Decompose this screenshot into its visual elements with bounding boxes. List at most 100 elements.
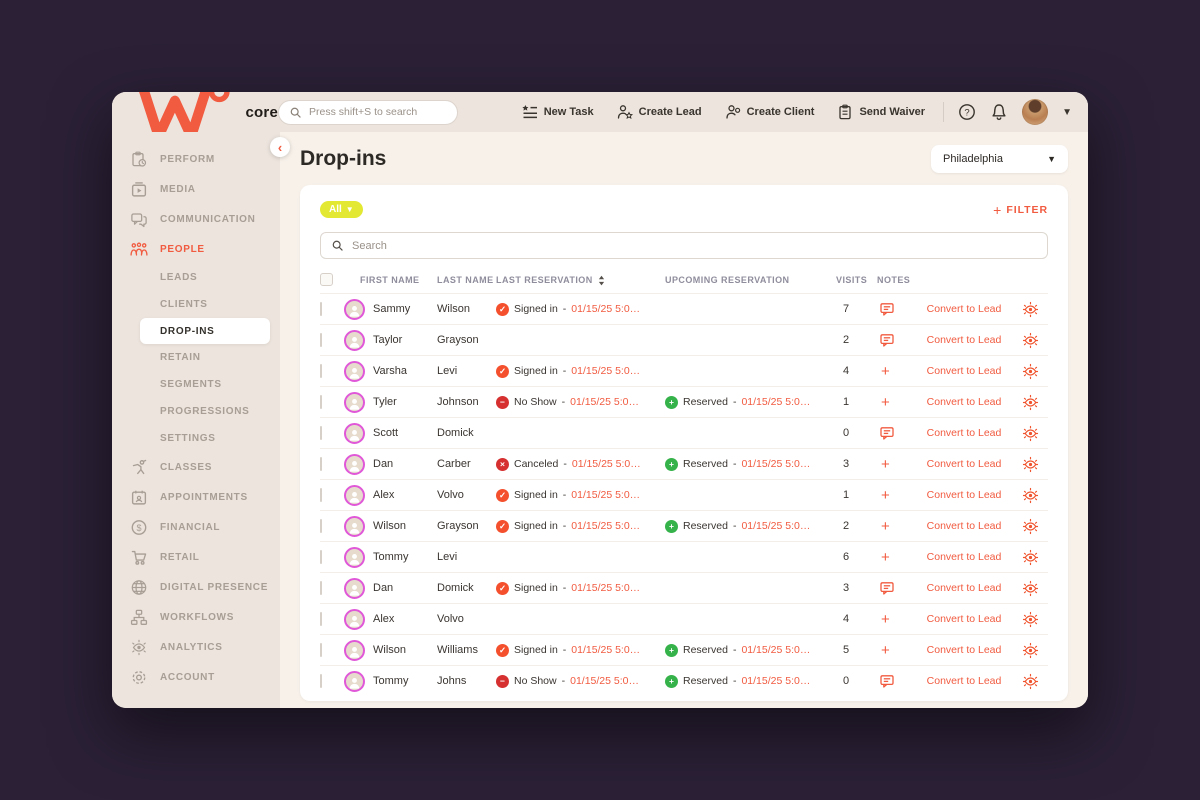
col-last-reservation[interactable]: LAST RESERVATION — [496, 275, 665, 286]
view-eye-button[interactable] — [1012, 425, 1048, 442]
last-name: Levi — [437, 365, 458, 377]
note-button[interactable] — [874, 425, 916, 441]
view-eye-button[interactable] — [1012, 580, 1048, 597]
view-eye-button[interactable] — [1012, 549, 1048, 566]
help-icon[interactable]: ? — [958, 103, 976, 121]
convert-to-lead-button[interactable]: Convert to Lead — [926, 365, 1002, 377]
convert-to-lead-button[interactable]: Convert to Lead — [926, 644, 1002, 656]
row-checkbox[interactable] — [320, 488, 322, 502]
row-checkbox[interactable] — [320, 612, 322, 626]
add-note-button[interactable]: + — [881, 548, 890, 566]
sidebar-item-workflows[interactable]: WORKFLOWS — [112, 602, 280, 632]
send-waiver-button[interactable]: Send Waiver — [837, 104, 925, 120]
view-eye-button[interactable] — [1012, 611, 1048, 628]
add-note-button[interactable]: + — [881, 486, 890, 504]
sidebar-item-progressions[interactable]: PROGRESSIONS — [112, 398, 280, 425]
sidebar-item-communication[interactable]: COMMUNICATION — [112, 204, 280, 234]
convert-to-lead-button[interactable]: Convert to Lead — [926, 613, 1002, 625]
user-avatar[interactable] — [1022, 99, 1049, 125]
note-button[interactable] — [874, 580, 916, 596]
sidebar-item-perform[interactable]: PERFORM — [112, 144, 280, 174]
convert-to-lead-button[interactable]: Convert to Lead — [926, 489, 1002, 501]
sidebar-item-financial[interactable]: $ FINANCIAL — [112, 512, 280, 542]
row-checkbox[interactable] — [320, 426, 322, 440]
filter-button[interactable]: + FILTER — [993, 202, 1048, 218]
location-selector[interactable]: Philadelphia ▼ — [931, 145, 1068, 173]
row-checkbox[interactable] — [320, 674, 322, 688]
row-checkbox[interactable] — [320, 364, 322, 378]
sidebar-item-leads[interactable]: LEADS — [112, 264, 280, 291]
add-note-button[interactable]: + — [881, 362, 890, 380]
convert-to-lead-button[interactable]: Convert to Lead — [926, 675, 1002, 687]
chevron-down-icon[interactable]: ▼ — [1062, 106, 1072, 118]
row-checkbox[interactable] — [320, 457, 322, 471]
visits-count: 5 — [843, 644, 850, 656]
convert-to-lead-button[interactable]: Convert to Lead — [926, 520, 1002, 532]
row-checkbox[interactable] — [320, 643, 322, 657]
reserved-icon: + — [665, 457, 678, 471]
visits-count: 6 — [843, 551, 850, 563]
convert-to-lead-button[interactable]: Convert to Lead — [926, 396, 1002, 408]
add-note-button[interactable]: + — [881, 455, 890, 473]
add-note-button[interactable]: + — [881, 610, 890, 628]
view-eye-button[interactable] — [1012, 487, 1048, 504]
view-eye-button[interactable] — [1012, 363, 1048, 380]
sidebar-item-drop-ins[interactable]: DROP-INS — [140, 318, 270, 344]
view-eye-button[interactable] — [1012, 642, 1048, 659]
sidebar-collapse-button[interactable]: ‹ — [270, 137, 290, 157]
app-logo[interactable]: core — [132, 92, 278, 148]
add-note-button[interactable]: + — [881, 641, 890, 659]
signed-in-icon: ✓ — [496, 643, 509, 657]
table-search[interactable] — [320, 232, 1048, 259]
sort-icon[interactable] — [598, 275, 605, 286]
avatar — [344, 329, 365, 351]
convert-to-lead-button[interactable]: Convert to Lead — [926, 303, 1002, 315]
status-date: 01/15/25 5:0… — [571, 644, 641, 656]
sidebar-item-retail[interactable]: RETAIL — [112, 542, 280, 572]
sidebar-item-retain[interactable]: RETAIN — [112, 344, 280, 371]
convert-to-lead-button[interactable]: Convert to Lead — [926, 582, 1002, 594]
note-button[interactable] — [874, 332, 916, 348]
view-eye-button[interactable] — [1012, 673, 1048, 690]
row-checkbox[interactable] — [320, 302, 322, 316]
view-eye-button[interactable] — [1012, 518, 1048, 535]
convert-to-lead-button[interactable]: Convert to Lead — [926, 427, 1002, 439]
sidebar-item-analytics[interactable]: ANALYTICS — [112, 632, 280, 662]
view-eye-button[interactable] — [1012, 394, 1048, 411]
sidebar-item-classes[interactable]: CLASSES — [112, 452, 280, 482]
note-button[interactable] — [874, 301, 916, 317]
notifications-bell-icon[interactable] — [990, 103, 1008, 121]
new-task-button[interactable]: New Task — [522, 104, 594, 120]
global-search[interactable] — [278, 99, 458, 125]
row-checkbox[interactable] — [320, 550, 322, 564]
row-checkbox[interactable] — [320, 395, 322, 409]
add-note-button[interactable]: + — [881, 517, 890, 535]
sidebar-item-segments[interactable]: SEGMENTS — [112, 371, 280, 398]
segment-filter-badge[interactable]: All ▼ — [320, 201, 363, 218]
select-all-checkbox[interactable] — [320, 272, 333, 286]
view-eye-button[interactable] — [1012, 332, 1048, 349]
row-checkbox[interactable] — [320, 581, 322, 595]
sidebar-item-media[interactable]: MEDIA — [112, 174, 280, 204]
sidebar-item-account[interactable]: ACCOUNT — [112, 662, 280, 692]
convert-to-lead-button[interactable]: Convert to Lead — [926, 551, 1002, 563]
note-button[interactable] — [874, 673, 916, 689]
sidebar-item-appointments[interactable]: APPOINTMENTS — [112, 482, 280, 512]
view-eye-button[interactable] — [1012, 301, 1048, 318]
sidebar-item-label: APPOINTMENTS — [160, 491, 248, 503]
convert-to-lead-button[interactable]: Convert to Lead — [926, 458, 1002, 470]
global-search-input[interactable] — [309, 106, 447, 118]
create-client-button[interactable]: Create Client — [725, 104, 814, 120]
create-lead-button[interactable]: Create Lead — [617, 104, 702, 120]
sidebar-item-digital-presence[interactable]: DIGITAL PRESENCE — [112, 572, 280, 602]
sidebar-item-label: RETAIN — [160, 352, 201, 363]
sidebar-item-settings[interactable]: SETTINGS — [112, 425, 280, 452]
add-note-button[interactable]: + — [881, 393, 890, 411]
sidebar-item-people[interactable]: PEOPLE — [112, 234, 280, 264]
row-checkbox[interactable] — [320, 519, 322, 533]
view-eye-button[interactable] — [1012, 456, 1048, 473]
convert-to-lead-button[interactable]: Convert to Lead — [926, 334, 1002, 346]
search-input[interactable] — [352, 239, 1037, 252]
row-checkbox[interactable] — [320, 333, 322, 347]
sidebar-item-clients[interactable]: CLIENTS — [112, 291, 280, 318]
